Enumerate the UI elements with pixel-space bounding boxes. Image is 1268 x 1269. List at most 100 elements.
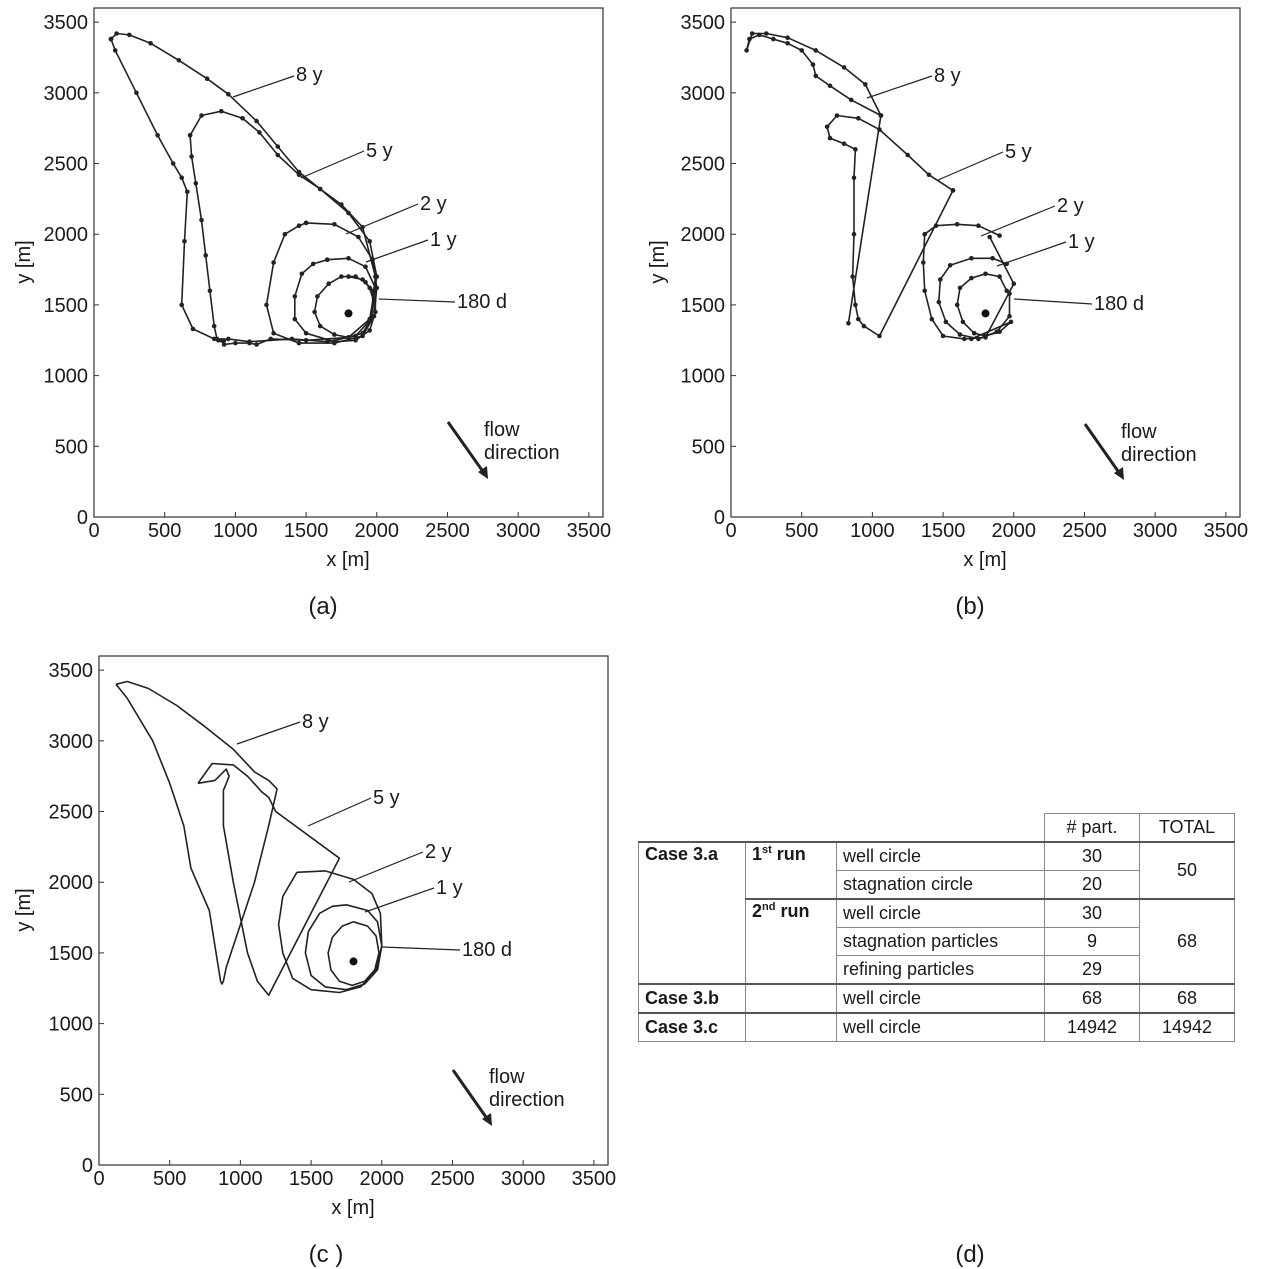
- label-180d: 180 d: [462, 939, 512, 961]
- blank-cell: [837, 814, 1045, 843]
- data-point: [929, 316, 935, 322]
- x-tick-label: 3000: [501, 1168, 546, 1190]
- y-tick-label: 3000: [44, 83, 89, 105]
- y-tick-label: 3000: [49, 731, 94, 753]
- x-tick-label: 1500: [289, 1168, 334, 1190]
- data-point: [317, 323, 323, 329]
- desc-cell: stagnation particles: [836, 927, 1045, 956]
- data-point: [856, 316, 861, 322]
- data-point: [851, 175, 857, 180]
- curves: [744, 31, 1017, 342]
- blank-cell: [639, 814, 746, 843]
- arrow-1y: [996, 241, 1067, 267]
- x-tick-label: 3000: [496, 520, 541, 542]
- x-ticks: 0 500 1000 1500 2000 2500 3000 3500: [725, 512, 1248, 542]
- data-point: [1004, 288, 1009, 294]
- panel-label: (c ): [309, 1241, 344, 1268]
- curves: [108, 31, 380, 347]
- table-header-row: # part. TOTAL: [639, 813, 1235, 843]
- data-point: [254, 118, 259, 124]
- data-point: [851, 231, 857, 237]
- table-row: Case 3.b well circle 68 68: [638, 983, 1235, 1014]
- flow-arrowhead-icon: [478, 466, 488, 479]
- data-point: [312, 309, 317, 315]
- data-point: [954, 302, 960, 308]
- arrow-180d: [381, 946, 461, 951]
- run-2-cell: 2nd run: [745, 898, 837, 985]
- data-point: [303, 338, 309, 343]
- data-point: [367, 285, 373, 291]
- x-axis-label: x [m]: [331, 1197, 374, 1219]
- data-point: [317, 186, 323, 192]
- x-tick-label: 2500: [425, 520, 470, 542]
- data-point: [367, 239, 373, 244]
- arrow-5y: [937, 151, 1004, 181]
- flow-label-2: direction: [1121, 444, 1197, 466]
- label-2y: 2 y: [1057, 195, 1084, 217]
- data-point: [926, 172, 932, 178]
- plot-frame: [730, 7, 1241, 518]
- data-point: [905, 152, 910, 158]
- series-5-y-line: [189, 110, 377, 343]
- data-point: [360, 277, 365, 282]
- data-point: [282, 231, 288, 237]
- data-point: [296, 223, 302, 228]
- annotations: 8 y 5 y 2 y 1 y 180 d: [866, 65, 1144, 315]
- data-point: [193, 181, 199, 186]
- data-point: [848, 97, 854, 103]
- data-point: [827, 135, 833, 141]
- data-point: [922, 231, 927, 237]
- data-point: [861, 323, 867, 329]
- series-1-y-line: [304, 904, 383, 991]
- series-2-y-line: [277, 870, 383, 994]
- total-cell: 14942: [1139, 1012, 1235, 1042]
- data-point: [346, 255, 351, 261]
- data-point: [987, 234, 992, 240]
- x-tick-label: 1000: [213, 520, 258, 542]
- data-point: [922, 288, 927, 294]
- y-tick-label: 500: [55, 436, 88, 458]
- data-point: [943, 319, 949, 325]
- data-point: [960, 319, 966, 325]
- flow-label-2: direction: [484, 442, 560, 464]
- data-point: [346, 274, 351, 279]
- data-point: [971, 330, 977, 336]
- flow-label-1: flow: [1121, 421, 1157, 443]
- data-point: [813, 73, 819, 79]
- data-point: [275, 144, 281, 149]
- desc-cell: well circle: [836, 841, 1045, 871]
- data-point: [199, 113, 204, 118]
- data-point: [360, 333, 365, 339]
- y-tick-label: 2000: [44, 224, 89, 246]
- series-5-y-line: [197, 762, 341, 997]
- data-point: [219, 108, 224, 114]
- data-point: [271, 330, 276, 336]
- data-point: [303, 220, 309, 226]
- data-point: [994, 329, 1000, 335]
- part-cell: 68: [1044, 983, 1140, 1014]
- data-point: [257, 130, 262, 135]
- series-180-d-line: [956, 272, 1012, 340]
- data-point: [296, 169, 302, 175]
- data-point: [367, 316, 373, 322]
- data-point: [299, 271, 305, 277]
- data-point: [127, 32, 132, 38]
- data-point: [268, 336, 274, 342]
- x-tick-label: 0: [88, 520, 99, 542]
- data-point: [824, 124, 830, 130]
- x-tick-label: 3000: [1133, 520, 1178, 542]
- label-5y: 5 y: [366, 140, 393, 162]
- data-point: [363, 280, 368, 285]
- annotations: 8 y 5 y 2 y 1 y 180 d: [236, 711, 512, 961]
- label-8y: 8 y: [296, 64, 323, 86]
- data-point: [179, 302, 184, 308]
- flow-direction: flow direction: [1083, 421, 1197, 480]
- data-point: [950, 188, 956, 193]
- data-point: [757, 32, 762, 38]
- x-tick-label: 2000: [992, 520, 1037, 542]
- data-point: [271, 260, 276, 265]
- label-5y: 5 y: [373, 787, 400, 809]
- desc-cell: well circle: [836, 898, 1045, 928]
- data-point: [976, 223, 981, 228]
